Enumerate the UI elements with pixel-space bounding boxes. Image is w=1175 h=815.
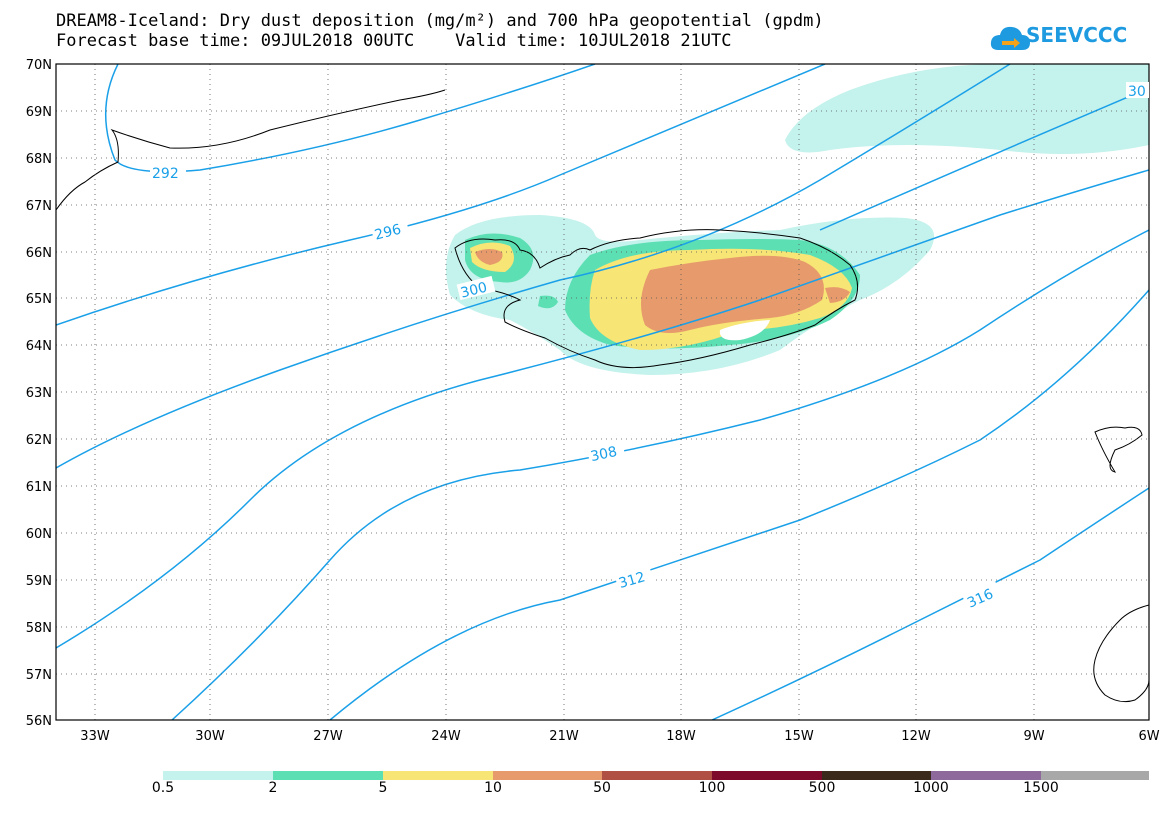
dust-gap-south <box>719 320 770 341</box>
colorbar-swatch-8 <box>931 771 1041 780</box>
map-frame <box>55 63 1150 721</box>
lon-label: 18W <box>666 729 696 744</box>
colorbar-label: 5 <box>378 780 388 796</box>
colorbar-swatch-5 <box>602 771 712 780</box>
contour-300 <box>56 64 1011 469</box>
lat-label: 65N <box>26 292 52 307</box>
lat-label: 62N <box>26 433 52 448</box>
coastlines <box>56 89 1149 703</box>
lat-label: 60N <box>26 527 52 542</box>
dust-area-orange <box>475 249 850 334</box>
contour-label: 312 <box>617 569 647 592</box>
seevccc-logo-cloud-icon <box>990 26 1030 50</box>
colorbar-label: 500 <box>808 780 836 796</box>
lon-label: 12W <box>901 729 931 744</box>
colorbar-label: 10 <box>484 780 502 796</box>
lat-label: 64N <box>26 339 52 354</box>
lon-label: 27W <box>313 729 343 744</box>
contour-label: 30 <box>1128 84 1146 100</box>
longitude-labels: 33W 30W 27W 24W 21W 18W 15W 12W 9W 6W <box>80 729 1159 744</box>
colorbar-label: 2 <box>268 780 278 796</box>
colorbar-label: 0.5 <box>151 780 175 796</box>
logo-text: SEEVCCC <box>1026 23 1128 47</box>
lon-label: 24W <box>431 729 461 744</box>
colorbar-swatch-3 <box>383 771 493 780</box>
contour-label: 296 <box>373 222 403 244</box>
title-line-1: DREAM8-Iceland: Dry dust deposition (mg/… <box>56 11 824 31</box>
scotland-coast <box>1093 604 1149 703</box>
lat-label: 67N <box>26 199 52 214</box>
latitude-labels: 70N 69N 68N 67N 66N 65N 64N 63N 62N 61N … <box>26 58 52 729</box>
lon-label: 30W <box>195 729 225 744</box>
faroe-coast <box>1094 426 1143 473</box>
lon-label: 9W <box>1023 729 1044 744</box>
colorbar-swatch-4 <box>493 771 602 780</box>
contour-300b <box>819 87 1149 231</box>
lat-label: 68N <box>26 152 52 167</box>
contour-label-group: 292 296 300 308 312 316 30 <box>150 82 1149 612</box>
colorbar-swatch-6 <box>712 771 822 780</box>
contour-label: 308 <box>589 444 618 465</box>
contour-label: 292 <box>152 166 179 182</box>
lat-label: 58N <box>26 621 52 636</box>
lat-label: 59N <box>26 574 52 589</box>
lat-label: 57N <box>26 668 52 683</box>
contour-308 <box>171 229 1149 720</box>
lat-label: 70N <box>26 58 52 73</box>
lat-label: 61N <box>26 480 52 495</box>
colorbar-swatch-7 <box>822 771 931 780</box>
lat-label: 56N <box>26 714 52 729</box>
colorbar-label: 1500 <box>1023 780 1059 796</box>
title-line-2: Forecast base time: 09JUL2018 00UTC Vali… <box>56 31 732 51</box>
contour-296 <box>56 64 826 326</box>
contour-label: 300 <box>459 280 489 302</box>
contour-292 <box>104 64 596 173</box>
geopotential-contours <box>56 64 1149 720</box>
colorbar-label: 1000 <box>913 780 949 796</box>
lon-label: 15W <box>784 729 814 744</box>
colorbar-label: 50 <box>593 780 611 796</box>
lat-label: 69N <box>26 105 52 120</box>
iceland-coast <box>454 229 859 369</box>
contour-312 <box>329 289 1149 720</box>
lat-label: 66N <box>26 246 52 261</box>
dust-area-northeast <box>785 64 1149 154</box>
contour-316 <box>711 487 1149 720</box>
contour-304 <box>56 169 1149 649</box>
colorbar-swatch-9 <box>1041 771 1149 780</box>
lon-label: 6W <box>1138 729 1159 744</box>
lon-label: 21W <box>549 729 579 744</box>
map-fill-layer <box>56 64 1149 720</box>
colorbar-swatch-2 <box>273 771 383 780</box>
greenland-coast <box>56 89 446 211</box>
lat-label: 63N <box>26 386 52 401</box>
colorbar-swatch-1 <box>163 771 273 780</box>
colorbar-label: 100 <box>698 780 726 796</box>
lon-label: 33W <box>80 729 110 744</box>
graticule <box>56 64 1149 720</box>
